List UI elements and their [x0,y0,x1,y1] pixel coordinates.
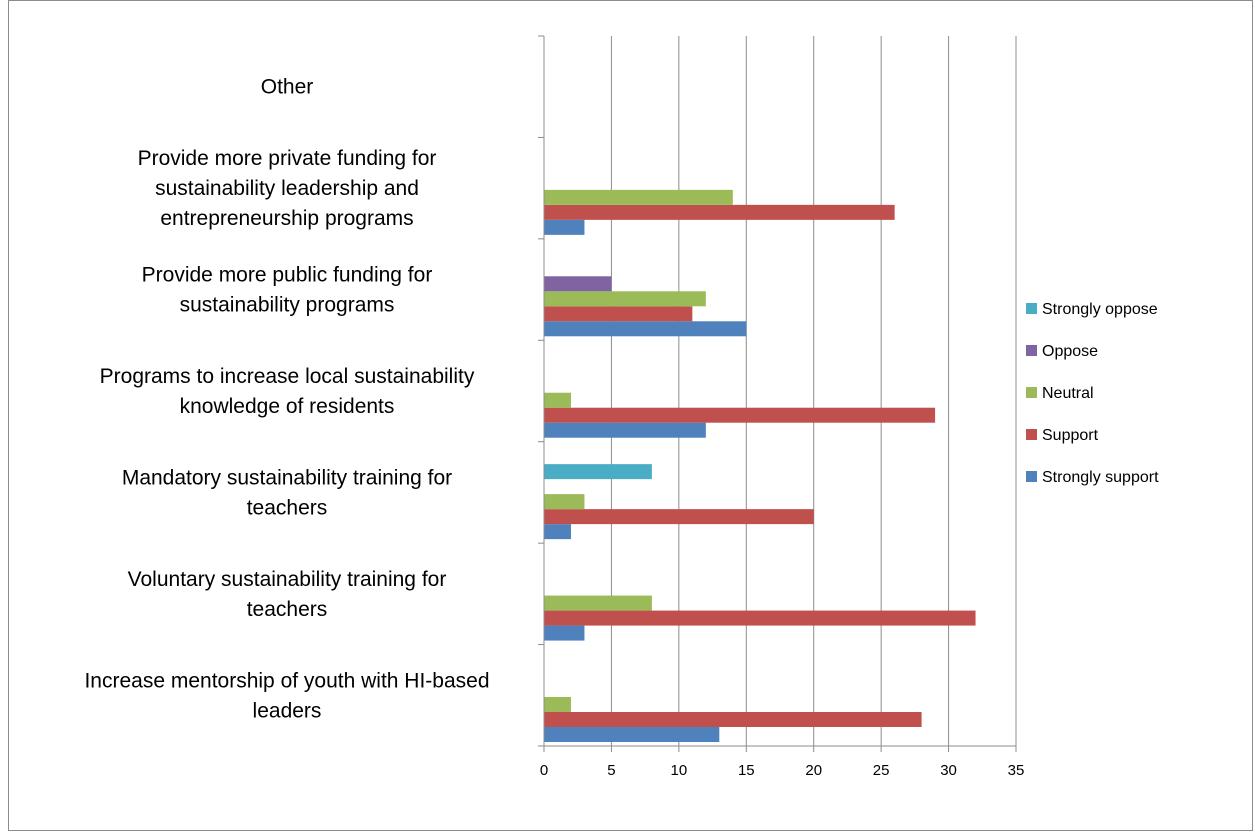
axes: 0 5 10 15 20 25 30 35 [538,35,1025,779]
bar-oppose [544,276,612,292]
legend-item-oppose: Oppose [1026,343,1098,360]
bars [544,189,976,742]
x-tick-label: 5 [607,762,615,779]
bar-strongly-support [544,524,571,540]
bar-neutral [544,494,585,510]
category-label: Provide more public funding for sustainab… [142,264,433,317]
legend-swatch [1026,429,1037,440]
bar-neutral [544,189,733,205]
bar-support [544,509,814,525]
x-tick-label: 25 [873,762,890,779]
bar-strongly-support [544,321,747,337]
legend-swatch [1026,345,1037,356]
legend-item-strongly-support: Strongly support [1026,469,1159,486]
bar-strongly-support [544,727,720,742]
legend-item-support: Support [1026,427,1099,444]
x-tick-label: 15 [738,762,755,779]
bar-neutral [544,595,652,611]
bar-strongly-support [544,625,585,641]
x-tick-label: 10 [671,762,688,779]
bar-strongly-support [544,422,706,438]
bar-strongly-support [544,219,585,235]
legend-swatch [1026,387,1037,398]
bar-support [544,306,693,322]
legend-swatch [1026,471,1037,482]
legend: Strongly oppose Oppose Neutral Support Stron… [1026,301,1159,486]
legend-item-strongly-oppose: Strongly oppose [1026,301,1158,318]
bar-chart: 0 5 10 15 20 25 30 35 Increase mentorship of yo… [84,35,1159,779]
bar-neutral [544,697,571,712]
bar-support [544,407,936,423]
x-tick-label: 0 [540,762,548,779]
category-label: Other [261,76,314,99]
category-label: Increase mentorship of youth with HI-bas… [84,669,489,722]
legend-label: Strongly oppose [1042,301,1158,318]
category-label: Voluntary sustainability training for tea… [128,568,447,621]
category-labels: Increase mentorship of youth with HI-bas… [84,76,489,723]
legend-label: Neutral [1042,385,1094,402]
chart-frame: 0 5 10 15 20 25 30 35 Increase mentorship of yo… [8,0,1253,831]
legend-label: Support [1042,427,1099,444]
bar-neutral [544,392,571,408]
bar-support [544,610,976,626]
bar-support [544,712,922,727]
bar-strongly-oppose [544,464,652,480]
bar-neutral [544,291,706,307]
legend-label: Oppose [1042,343,1098,360]
category-label: Provide more private funding for sustaina… [138,147,437,230]
legend-swatch [1026,303,1037,314]
x-tick-label: 20 [805,762,822,779]
x-tick-label: 30 [940,762,957,779]
x-tick-label: 35 [1008,762,1025,779]
legend-label: Strongly support [1042,469,1159,486]
bar-support [544,204,895,220]
category-label: Programs to increase local sustainabilit… [100,365,475,418]
category-label: Mandatory sustainability training for tea… [122,466,452,519]
legend-item-neutral: Neutral [1026,385,1094,402]
gridlines [610,36,1017,746]
